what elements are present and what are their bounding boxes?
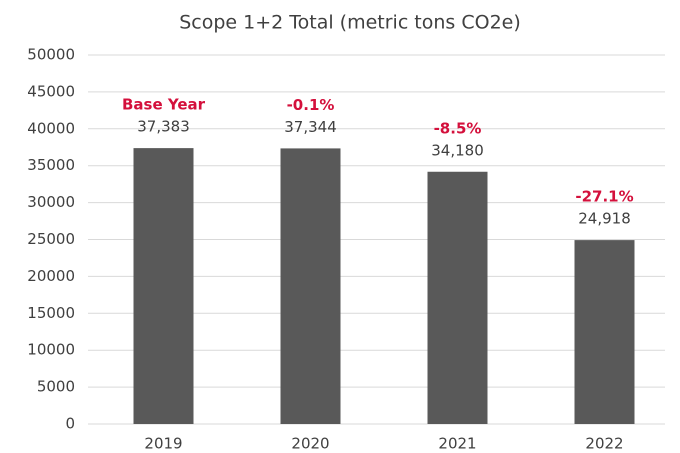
annotation: -27.1% bbox=[575, 188, 633, 206]
annotation: -8.5% bbox=[434, 119, 482, 137]
y-tick-label: 0 bbox=[65, 415, 75, 433]
bar bbox=[427, 171, 488, 424]
y-tick-label: 45000 bbox=[27, 82, 75, 100]
chart-title: Scope 1+2 Total (metric tons CO2e) bbox=[179, 12, 521, 34]
y-tick-label: 40000 bbox=[27, 119, 75, 137]
value-label: 37,383 bbox=[137, 118, 190, 136]
x-tick-label: 2022 bbox=[585, 435, 623, 453]
x-tick-label: 2020 bbox=[291, 435, 329, 453]
annotation: Base Year bbox=[122, 96, 206, 114]
value-label: 34,180 bbox=[431, 141, 484, 159]
y-tick-label: 30000 bbox=[27, 193, 75, 211]
x-tick-label: 2021 bbox=[438, 435, 476, 453]
y-tick-label: 25000 bbox=[27, 230, 75, 248]
bar bbox=[280, 148, 341, 424]
y-tick-label: 50000 bbox=[27, 46, 75, 64]
x-tick-label: 2019 bbox=[144, 435, 182, 453]
y-tick-label: 5000 bbox=[37, 378, 75, 396]
annotation: -0.1% bbox=[287, 96, 335, 114]
y-tick-label: 20000 bbox=[27, 267, 75, 285]
bar bbox=[133, 148, 194, 424]
bar bbox=[574, 240, 635, 424]
value-label: 37,344 bbox=[284, 118, 337, 136]
value-label: 24,918 bbox=[578, 210, 631, 228]
y-tick-label: 35000 bbox=[27, 156, 75, 174]
y-tick-label: 15000 bbox=[27, 304, 75, 322]
y-tick-label: 10000 bbox=[27, 341, 75, 359]
